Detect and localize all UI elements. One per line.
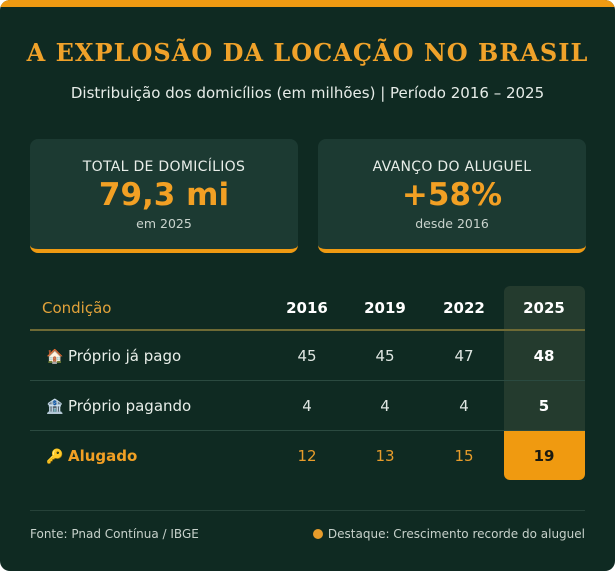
stat-label: AVANÇO DO ALUGUEL: [372, 159, 532, 175]
row-label-text: Alugado: [68, 447, 138, 465]
table-cell: 13: [375, 447, 395, 465]
stat-card-rent-growth: AVANÇO DO ALUGUEL +58% desde 2016: [318, 139, 586, 253]
source-note: Fonte: Pnad Contínua / IBGE: [30, 527, 199, 541]
header-divider: [30, 329, 585, 331]
row-label-text: Próprio já pago: [68, 347, 182, 365]
column-header-2016: 2016: [286, 299, 328, 317]
page-title: A EXPLOSÃO DA LOCAÇÃO NO BRASIL: [26, 38, 589, 67]
stat-value: +58%: [401, 177, 503, 213]
column-header-2025: 2025: [523, 299, 565, 317]
footer-divider: [30, 510, 585, 511]
table-cell: 4: [302, 397, 312, 415]
row-label-owned-paying: 🏦 Próprio pagando: [46, 397, 191, 415]
house-icon: 🏠: [46, 349, 64, 365]
table-cell-highlight: 19: [533, 447, 555, 465]
legend-text: Destaque: Crescimento recorde do aluguel: [327, 527, 585, 541]
stat-card-total: TOTAL DE DOMICÍLIOS 79,3 mi em 2025: [30, 139, 298, 253]
table-cell-highlight: 5: [538, 397, 550, 415]
legend-dot-icon: [312, 529, 323, 539]
table-cell: 45: [297, 347, 317, 365]
table-cell: 47: [454, 347, 474, 365]
table-cell-highlight: 48: [533, 347, 555, 365]
column-header-2019: 2019: [364, 299, 406, 317]
column-header-2022: 2022: [443, 299, 485, 317]
table-cell: 45: [375, 347, 395, 365]
key-icon: 🔑: [46, 449, 64, 465]
stat-note: desde 2016: [415, 216, 489, 231]
row-divider: [30, 380, 585, 381]
table-cell: 15: [454, 447, 474, 465]
page-subtitle: Distribuição dos domicílios (em milhões)…: [70, 84, 545, 102]
row-label-owned-paid: 🏠 Próprio já pago: [46, 347, 181, 365]
accent-bar: [0, 0, 615, 7]
table-cell: 4: [380, 397, 390, 415]
stat-value: 79,3 mi: [98, 177, 230, 213]
table-cell: 12: [297, 447, 317, 465]
table-cell: 4: [459, 397, 469, 415]
row-divider: [30, 430, 585, 431]
row-label-text: Próprio pagando: [68, 397, 192, 415]
column-header-condition: Condição: [42, 299, 112, 317]
row-label-rented: 🔑 Alugado: [46, 447, 137, 465]
bank-icon: 🏦: [46, 399, 64, 415]
highlight-column-2025: [504, 286, 585, 431]
legend: Destaque: Crescimento recorde do aluguel: [312, 527, 585, 541]
highlight-cell-rented-2025: [504, 431, 585, 480]
stat-note: em 2025: [136, 216, 192, 231]
stat-label: TOTAL DE DOMICÍLIOS: [82, 159, 246, 175]
